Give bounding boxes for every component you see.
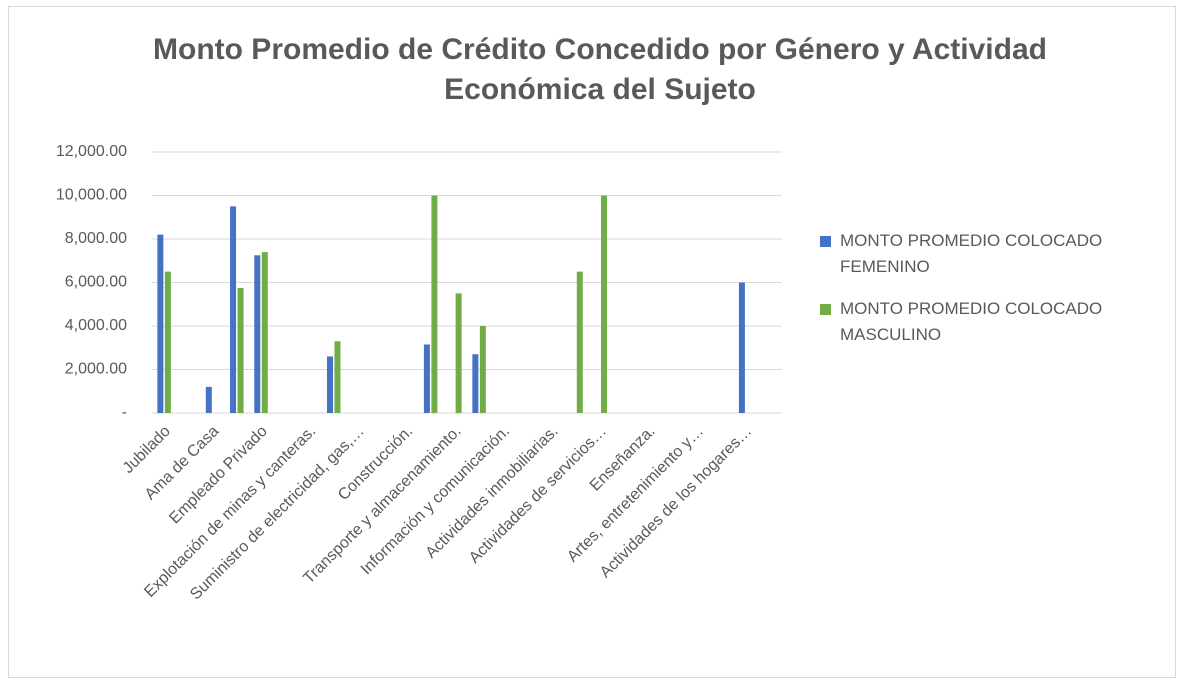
chart-title: Monto Promedio de Crédito Concedido por … xyxy=(153,33,1047,106)
y-tick-label: 4,000.00 xyxy=(65,317,127,334)
x-tick-label: Explotación de minas y canteras. xyxy=(141,423,319,601)
bar xyxy=(230,206,237,413)
legend-label: MONTO PROMEDIO COLOCADO MASCULINO xyxy=(840,299,1103,344)
y-tick-label: 8,000.00 xyxy=(65,230,127,247)
y-tick-label: - xyxy=(122,404,127,421)
x-tick-label: Suministro de electricidad, gas,… xyxy=(187,423,368,604)
bar xyxy=(164,271,171,413)
bar xyxy=(455,293,462,413)
bar xyxy=(576,271,583,413)
y-tick-label: 10,000.00 xyxy=(56,187,127,204)
bar xyxy=(472,354,479,413)
bar xyxy=(237,287,244,413)
bar xyxy=(261,252,268,413)
bar xyxy=(326,356,333,413)
y-tick-label: 12,000.00 xyxy=(56,143,127,160)
bar xyxy=(601,195,608,413)
bar xyxy=(738,282,745,413)
bar xyxy=(205,386,212,413)
chart-frame xyxy=(8,6,1176,678)
legend-item: MONTO PROMEDIO COLOCADO MASCULINO xyxy=(820,296,1160,348)
legend: MONTO PROMEDIO COLOCADO FEMENINO MONTO PR… xyxy=(820,228,1160,364)
bar xyxy=(431,195,438,413)
bar xyxy=(254,255,261,413)
bar xyxy=(423,344,430,413)
legend-swatch xyxy=(820,304,831,315)
bar xyxy=(334,341,341,413)
bar xyxy=(479,326,486,413)
legend-swatch xyxy=(820,236,831,247)
y-tick-label: 2,000.00 xyxy=(65,361,127,378)
legend-label: MONTO PROMEDIO COLOCADO FEMENINO xyxy=(840,231,1103,276)
bar xyxy=(157,234,164,413)
y-tick-label: 6,000.00 xyxy=(65,274,127,291)
legend-item: MONTO PROMEDIO COLOCADO FEMENINO xyxy=(820,228,1160,280)
